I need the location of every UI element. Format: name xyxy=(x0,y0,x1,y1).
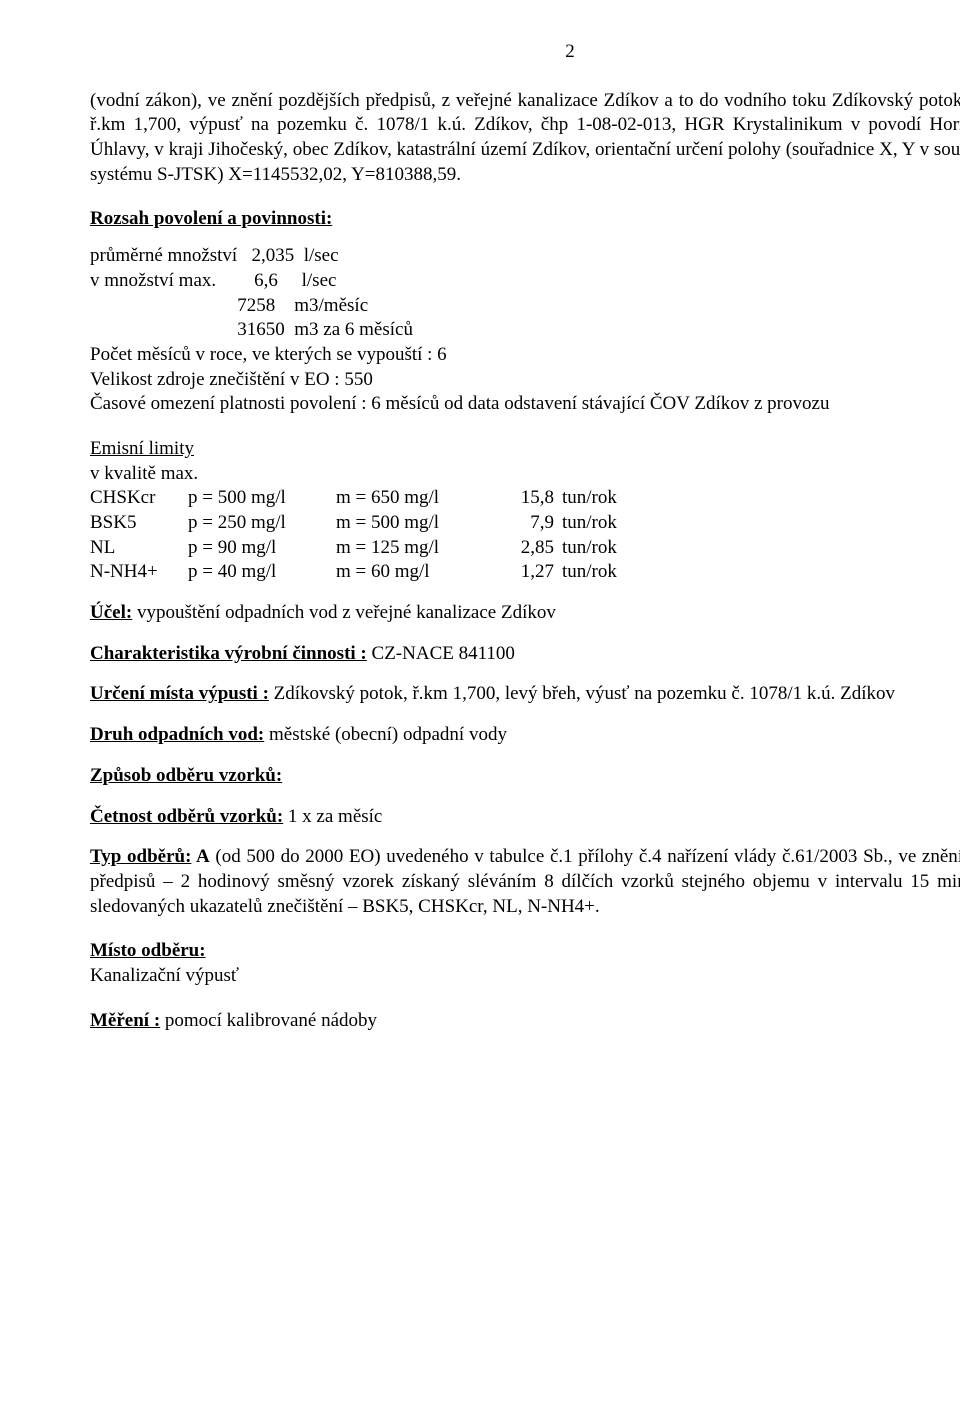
limits-cell: p = 250 mg/l xyxy=(188,511,336,536)
zpusob-line: Způsob odběru vzorků: xyxy=(90,764,960,789)
qty-line: 7258 m3/měsíc xyxy=(90,294,960,319)
misto-block: Místo odběru: Kanalizační výpusť xyxy=(90,939,960,988)
typ-line: Typ odběrů: A (od 500 do 2000 EO) uveden… xyxy=(90,845,960,919)
limits-cell: 7,9 xyxy=(494,511,562,536)
ucel-label: Účel: xyxy=(90,602,132,623)
charakter-label: Charakteristika výrobní činnosti : xyxy=(90,643,367,664)
limits-cell: p = 90 mg/l xyxy=(188,536,336,561)
limits-cell: 2,85 xyxy=(494,536,562,561)
ucel-line: Účel: vypouštění odpadních vod z veřejné… xyxy=(90,601,960,626)
druh-label: Druh odpadních vod: xyxy=(90,724,264,745)
qty-line: 31650 m3 za 6 měsíců xyxy=(90,318,960,343)
limits-cell: N-NH4+ xyxy=(90,560,188,585)
limits-cell: tun/rok xyxy=(562,511,650,536)
cetnost-line: Četnost odběrů vzorků: 1 x za měsíc xyxy=(90,805,960,830)
druh-text: městské (obecní) odpadní vody xyxy=(264,724,507,745)
qty-line: průměrné množství 2,035 l/sec xyxy=(90,244,960,269)
limits-cell: BSK5 xyxy=(90,511,188,536)
urceni-text: Zdíkovský potok, ř.km 1,700, levý břeh, … xyxy=(269,683,895,704)
limits-cell: CHSKcr xyxy=(90,486,188,511)
limits-row: N-NH4+p = 40 mg/lm = 60 mg/l1,27tun/rok xyxy=(90,560,650,585)
limits-table: CHSKcrp = 500 mg/lm = 650 mg/l15,8tun/ro… xyxy=(90,486,650,585)
charakter-text: CZ-NACE 841100 xyxy=(367,643,515,664)
qty-line: v množství max. 6,6 l/sec xyxy=(90,269,960,294)
cetnost-text: 1 x za měsíc xyxy=(283,806,382,827)
quantities-block: průměrné množství 2,035 l/sec v množství… xyxy=(90,244,960,417)
limits-cell: m = 125 mg/l xyxy=(336,536,494,561)
limits-cell: m = 500 mg/l xyxy=(336,511,494,536)
limits-row: BSK5p = 250 mg/lm = 500 mg/l7,9tun/rok xyxy=(90,511,650,536)
urceni-label: Určení místa výpusti : xyxy=(90,683,269,704)
limits-cell: 15,8 xyxy=(494,486,562,511)
limits-cell: m = 650 mg/l xyxy=(336,486,494,511)
limits-cell: NL xyxy=(90,536,188,561)
limits-cell: p = 40 mg/l xyxy=(188,560,336,585)
typ-text: (od 500 do 2000 EO) uvedeného v tabulce … xyxy=(90,846,960,916)
misto-text: Kanalizační výpusť xyxy=(90,964,960,989)
limits-cell: tun/rok xyxy=(562,560,650,585)
qty-line: Velikost zdroje znečištění v EO : 550 xyxy=(90,368,960,393)
mereni-label: Měření : xyxy=(90,1010,160,1031)
zpusob-label: Způsob odběru vzorků: xyxy=(90,765,282,786)
qty-line: Počet měsíců v roce, ve kterých se vypou… xyxy=(90,343,960,368)
limits-cell: p = 500 mg/l xyxy=(188,486,336,511)
limits-cell: tun/rok xyxy=(562,486,650,511)
kvalita-line: v kvalitě max. xyxy=(90,462,960,487)
charakter-line: Charakteristika výrobní činnosti : CZ-NA… xyxy=(90,642,960,667)
page-number: 2 xyxy=(90,40,960,65)
typ-label: Typ odběrů: xyxy=(90,846,191,867)
emisni-title: Emisní limity xyxy=(90,437,960,462)
qty-line: Časové omezení platnosti povolení : 6 mě… xyxy=(90,392,960,417)
rozsah-title: Rozsah povolení a povinnosti: xyxy=(90,207,960,232)
mereni-line: Měření : pomocí kalibrované nádoby xyxy=(90,1009,960,1034)
limits-cell: 1,27 xyxy=(494,560,562,585)
druh-line: Druh odpadních vod: městské (obecní) odp… xyxy=(90,723,960,748)
limits-cell: tun/rok xyxy=(562,536,650,561)
limits-row: CHSKcrp = 500 mg/lm = 650 mg/l15,8tun/ro… xyxy=(90,486,650,511)
limits-cell: m = 60 mg/l xyxy=(336,560,494,585)
mereni-text: pomocí kalibrované nádoby xyxy=(160,1010,377,1031)
ucel-text: vypouštění odpadních vod z veřejné kanal… xyxy=(132,602,556,623)
misto-label: Místo odběru: xyxy=(90,939,960,964)
intro-paragraph: (vodní zákon), ve znění pozdějších předp… xyxy=(90,89,960,188)
urceni-line: Určení místa výpusti : Zdíkovský potok, … xyxy=(90,682,960,707)
limits-row: NLp = 90 mg/lm = 125 mg/l2,85tun/rok xyxy=(90,536,650,561)
typ-bold: A xyxy=(191,846,209,867)
cetnost-label: Četnost odběrů vzorků: xyxy=(90,806,283,827)
